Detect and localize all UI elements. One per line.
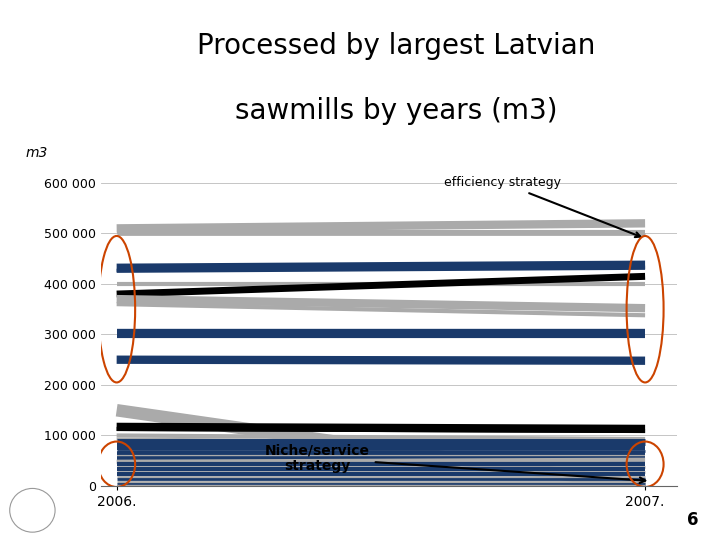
Text: Niche/service
strategy: Niche/service strategy [265, 443, 645, 483]
Text: Processed by largest Latvian: Processed by largest Latvian [197, 32, 595, 60]
Text: m3: m3 [26, 146, 48, 160]
Text: efficiency strategy: efficiency strategy [444, 177, 640, 237]
Text: 6: 6 [687, 511, 698, 529]
Text: sawmills by years (m3): sawmills by years (m3) [235, 97, 557, 125]
